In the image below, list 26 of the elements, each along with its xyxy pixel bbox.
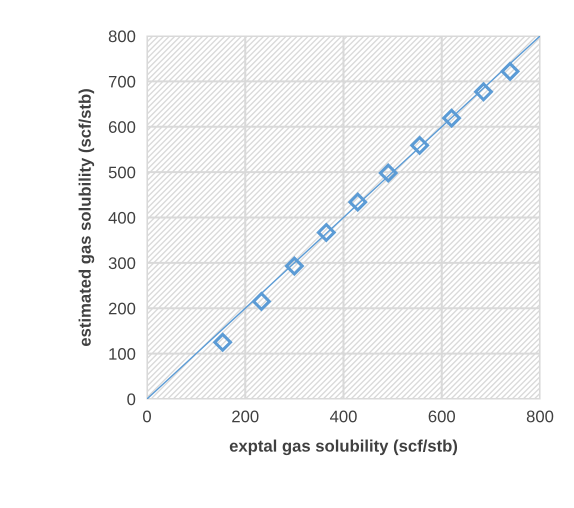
y-tick-label: 800 [108,30,136,42]
x-tick-label: 600 [428,410,456,422]
y-tick-label: 400 [108,212,136,224]
point [500,62,520,81]
x-axis-title: exptal gas solubility (scf/stb) [230,440,458,456]
point [316,223,336,242]
x-tick-label: 200 [232,410,259,422]
point [252,292,271,311]
point [442,108,461,128]
point [213,332,232,352]
y-tick-label: 700 [108,76,136,88]
point [474,82,493,102]
point [348,192,368,212]
x-tick-label: 800 [526,410,554,422]
y-tick-label: 100 [109,348,136,360]
y-tick-label: 0 [127,393,136,406]
y-tick-label: 200 [108,302,136,314]
point [410,136,430,155]
y-tick-label: 600 [108,121,136,133]
point [284,256,304,276]
y-tick-label: 500 [108,166,136,178]
x-tick-label: 400 [330,410,357,422]
point [378,164,398,182]
y-tick-label: 300 [108,257,136,270]
y-axis-title: estimated gas solubility (scf/stb) [78,89,94,346]
x-tick-label: 0 [143,410,151,422]
